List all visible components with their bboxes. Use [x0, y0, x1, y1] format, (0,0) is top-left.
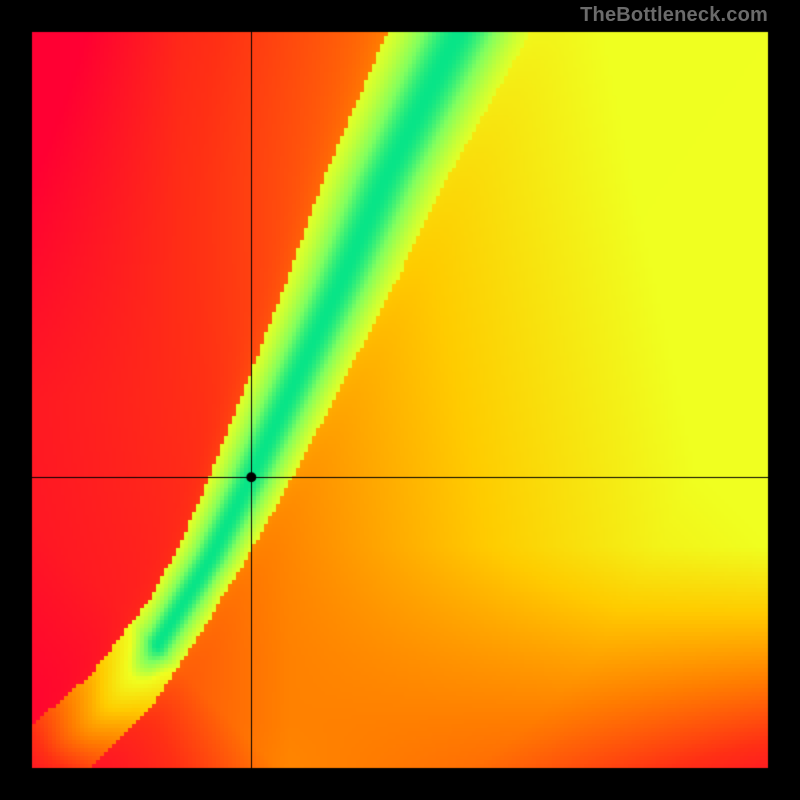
chart-container: TheBottleneck.com	[0, 0, 800, 800]
watermark: TheBottleneck.com	[580, 4, 768, 27]
bottleneck-heatmap	[0, 0, 800, 800]
